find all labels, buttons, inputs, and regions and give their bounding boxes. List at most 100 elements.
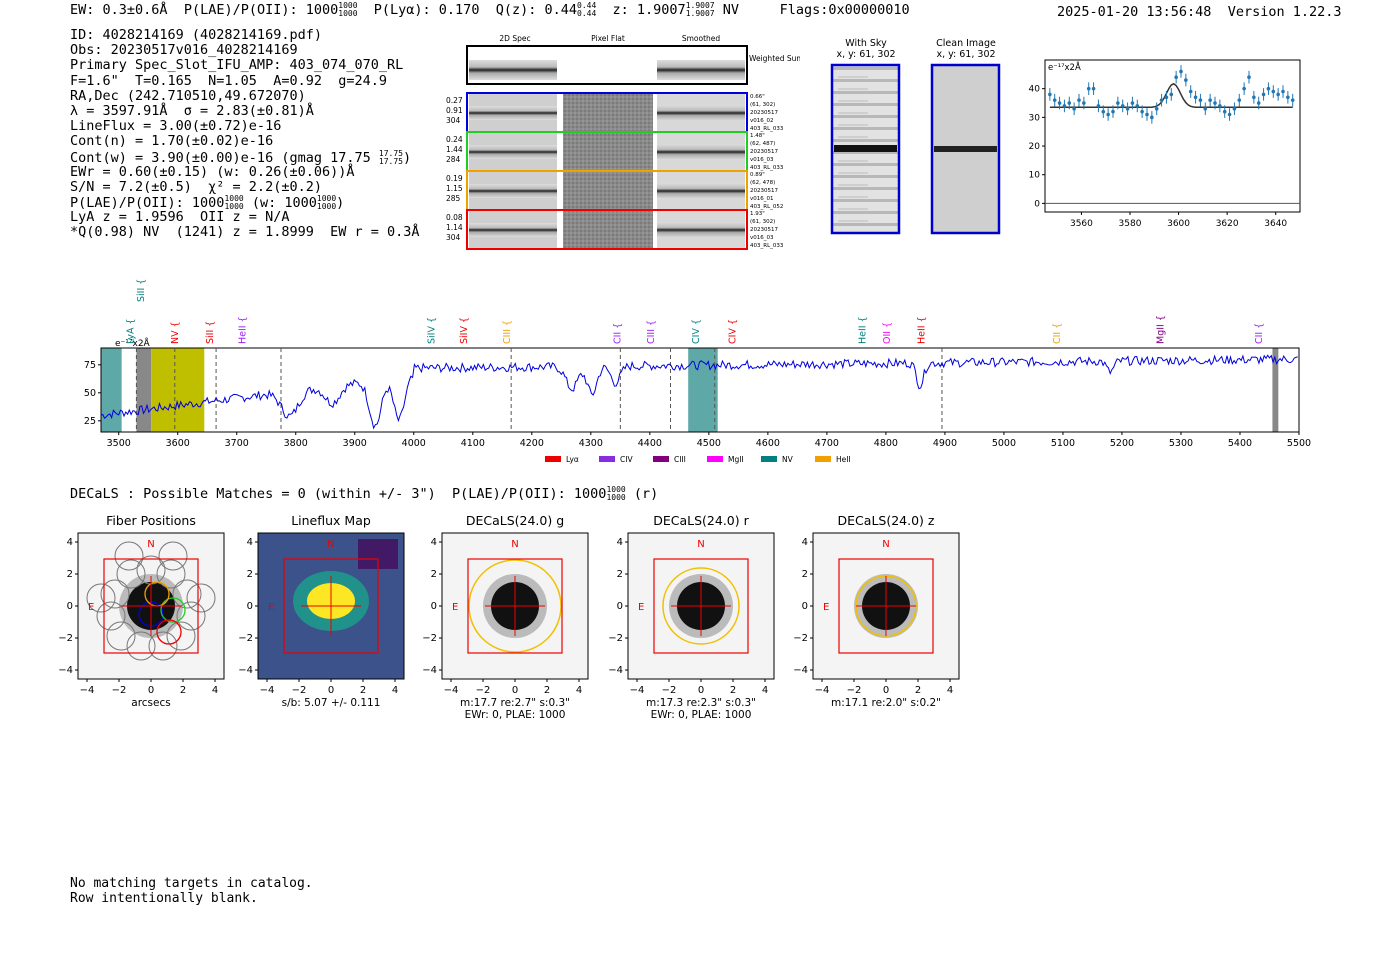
row-weight-2: 0.91 (446, 106, 463, 115)
row-weight-3: 304 (446, 233, 461, 242)
header-z-sub: 1.9007 (685, 9, 715, 18)
header-plae: P(LAE)/P(OII): 1000 (183, 2, 339, 18)
spec-ytick-label: 50 (84, 388, 96, 399)
panel-ytick-label: 0 (431, 601, 437, 612)
fit-point (1252, 95, 1256, 100)
fit-point (1237, 98, 1242, 102)
spec-line-label: HeII { (916, 316, 927, 344)
decals-panel-1: Fiber Positions N E −4 −4 −2 −2 0 0 2 2 4 4 arcsecs (58, 513, 225, 709)
header-ew: EW: 0.3±0.6Å (70, 2, 168, 18)
east-label: E (88, 602, 94, 613)
spec-xtick-label: 5500 (1287, 438, 1311, 449)
fit-point (1232, 106, 1237, 111)
row-2d-trace (469, 145, 557, 159)
fit-point (1106, 112, 1110, 117)
panel-ytick-label: −4 (793, 665, 808, 676)
spec-xtick-label: 4100 (461, 438, 485, 449)
panel-xtick-label: −4 (630, 685, 645, 696)
panel-xtick-label: −4 (80, 685, 95, 696)
info-contw: Cont(w) = 3.90(±0.00)e-16 (gmag 17.75 (70, 149, 371, 166)
fit-point (1208, 98, 1212, 102)
weighted-sum-label: Weighted Sum (749, 54, 800, 63)
spec-xtick-label: 5400 (1228, 438, 1252, 449)
panel-title: Lineflux Map (291, 513, 371, 528)
panel-ytick-label: 0 (802, 601, 808, 612)
fit-point (1184, 78, 1188, 82)
fiber-highlight (156, 619, 182, 645)
fit-ytick-label: 30 (1029, 113, 1041, 123)
row-info-3: 20230517 (750, 188, 778, 194)
decals-panel-2: Lineflux Map N E −4 −4 −2 −2 0 0 2 2 4 4 s/b: 5.07 +/… (238, 513, 405, 709)
shade-end (1272, 348, 1279, 432)
decals-sup: 1000 (606, 485, 626, 494)
spec-line-label: CIV { (691, 319, 702, 344)
row-info-5: 403_RL_052 (750, 204, 783, 210)
fit-point (1247, 75, 1251, 80)
panel-xlabel: s/b: 5.07 +/- 0.111 (282, 697, 381, 709)
panel-ytick-label: −2 (793, 633, 808, 644)
spec-line-label: SiIV { (459, 317, 470, 344)
legend-label: MgII (728, 455, 744, 464)
panel-ytick-label: −4 (238, 665, 253, 676)
col-2d-spec: 2D Spec (499, 34, 530, 43)
fit-point (1179, 69, 1183, 74)
legend-label: NV (782, 455, 794, 464)
legend-swatch (653, 456, 669, 462)
legend-swatch (761, 456, 777, 462)
fit-point (1276, 92, 1280, 97)
row-smoothed-trace (657, 183, 745, 199)
panel-ytick-label: 2 (247, 569, 253, 580)
row-pixel-flat (563, 133, 653, 170)
panel-title: DECaLS(24.0) z (838, 513, 935, 528)
panel-xtick-label: 2 (360, 685, 366, 696)
info-obs: Obs: 20230517v016_4028214169 (70, 42, 298, 59)
header-z-sup: 1.9007 (685, 1, 715, 10)
fiber-circle (166, 621, 196, 651)
fit-point (1159, 98, 1164, 102)
fit-point (1125, 106, 1130, 111)
decals-panel-5: DECaLS(24.0) z N E −4 −4 −2 −2 0 0 2 2 4 4 m:17.1 re:… (793, 513, 960, 709)
spec-line-label: CII { (612, 323, 623, 344)
north-label: N (511, 539, 518, 550)
panel-xtick-label: −2 (292, 685, 307, 696)
fit-axes (1044, 59, 1301, 213)
panel-xtick-label: 4 (212, 685, 218, 696)
search-box (283, 558, 379, 654)
row-2d-trace (469, 184, 557, 198)
row-info-1: 0.89" (750, 172, 765, 178)
spec-xtick-label: 5000 (992, 438, 1016, 449)
fit-point (1077, 98, 1081, 102)
fiber-highlight (160, 597, 186, 623)
panel-xtick-label: −2 (112, 685, 127, 696)
legend-label: Lyα (566, 455, 579, 464)
spectrum-trace (100, 354, 1298, 430)
fiber-circle (156, 559, 186, 589)
panel-xtick-label: 0 (512, 685, 518, 696)
info-q: *Q(0.98) NV (1241) z = 1.8999 EW r = 0.3… (70, 224, 420, 241)
row-weight-2: 1.15 (446, 184, 463, 193)
panel-title: DECaLS(24.0) r (653, 513, 749, 528)
col-smoothed: Smoothed (682, 34, 721, 43)
with-sky-label: With Sky (845, 38, 887, 49)
fit-point (1290, 98, 1295, 102)
fit-point (1271, 89, 1276, 94)
info-plae-sup: 1000 (224, 194, 244, 204)
fit-point (1135, 104, 1140, 108)
row-info-3: 20230517 (750, 110, 778, 116)
footer-notes: No matching targets in catalog. Row inte… (70, 876, 313, 906)
panel-xtick-label: 4 (762, 685, 768, 696)
fit-point (1116, 101, 1120, 105)
panel-sublabel: EWr: 0, PLAE: 1000 (465, 709, 566, 721)
row-weight-3: 304 (446, 116, 461, 125)
row-info-5: 403_RL_033 (750, 126, 784, 132)
fiber-circle (86, 583, 116, 613)
row-smoothed-trace (657, 105, 745, 121)
fit-xtick-label: 3580 (1119, 219, 1142, 229)
decals-band: (r) (633, 486, 659, 502)
fit-point (1091, 86, 1096, 91)
